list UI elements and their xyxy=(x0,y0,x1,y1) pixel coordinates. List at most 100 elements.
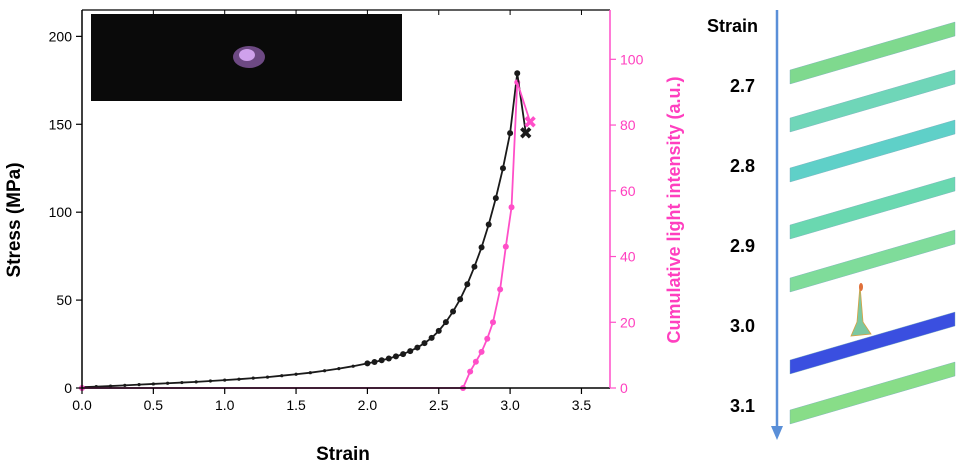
stress-point xyxy=(137,383,141,387)
stress-point xyxy=(378,357,385,364)
stress-failure-drop xyxy=(516,73,527,134)
light-intensity-point xyxy=(484,335,491,342)
x-tick-label: 1.0 xyxy=(215,397,235,413)
stress-point xyxy=(223,378,227,382)
side-panel-strain-label: 2.8 xyxy=(730,156,755,176)
inset-glow-core xyxy=(239,49,255,61)
side-panel-strain-label: 2.7 xyxy=(730,76,755,96)
y2-tick-label: 20 xyxy=(620,314,636,330)
x-tick-label: 0.0 xyxy=(72,397,92,413)
y2-tick-label: 0 xyxy=(620,380,628,396)
stress-point xyxy=(407,348,414,355)
profile-strip xyxy=(789,311,956,375)
stress-point xyxy=(123,383,127,387)
stress-point xyxy=(251,376,255,380)
stress-point xyxy=(392,353,399,360)
y-tick-label: 50 xyxy=(56,292,72,308)
light-intensity-point xyxy=(508,204,515,211)
axes-group: 0.0 0.5 1.0 1.5 2.0 2.5 3.0 3.5 0 50 100 150 200 0 20 4… xyxy=(49,9,644,413)
light-intensity-point xyxy=(472,358,479,365)
light-intensity-point xyxy=(502,243,509,250)
y-axis-title: Stress (MPa) xyxy=(4,162,25,277)
x-tick-label: 2.5 xyxy=(429,397,449,413)
stress-point xyxy=(351,364,355,368)
profile-strip xyxy=(789,119,956,183)
strain-profile-panel: Strain 2.7 2.8 2.9 3.0 3.1 xyxy=(707,10,956,440)
stress-point xyxy=(337,367,341,371)
side-panel-labels: 2.7 2.8 2.9 3.0 3.1 xyxy=(730,76,755,416)
stress-point xyxy=(294,372,298,376)
x-tick-label: 0.5 xyxy=(144,397,164,413)
y2-tick-label: 60 xyxy=(620,183,636,199)
stress-point xyxy=(385,355,392,362)
x-tick-label: 3.0 xyxy=(500,397,520,413)
profile-strip xyxy=(789,361,956,425)
y-tick-label: 150 xyxy=(49,116,73,132)
stress-point xyxy=(180,380,184,385)
light-intensity-line xyxy=(82,82,519,389)
light-failure-drop xyxy=(516,82,531,123)
side-panel-strain-label: 2.9 xyxy=(730,236,755,256)
y-tick-label: 0 xyxy=(64,380,72,396)
side-panel-strain-label: 3.0 xyxy=(730,316,755,336)
light-intensity-point xyxy=(497,286,504,293)
plot-area: ✖✖ xyxy=(79,70,537,391)
y2-tick-label: 40 xyxy=(620,249,636,265)
stress-point xyxy=(442,319,449,326)
stress-point xyxy=(280,374,284,378)
side-panel-header: Strain xyxy=(707,16,758,36)
strain-arrow-head xyxy=(771,426,783,440)
inset-photo xyxy=(91,14,402,101)
stress-point xyxy=(478,244,485,251)
stress-line xyxy=(81,73,519,389)
x-tick-label: 1.5 xyxy=(286,397,306,413)
y2-tick-label: 80 xyxy=(620,117,636,133)
stress-point xyxy=(450,308,457,315)
stress-point xyxy=(322,369,327,373)
x-tick-label: 3.5 xyxy=(572,397,592,413)
stress-point xyxy=(457,296,464,303)
stress-failure-marker: ✖ xyxy=(519,124,533,143)
light-failure-marker: ✖ xyxy=(523,113,537,132)
stress-point xyxy=(400,351,407,358)
stress-point xyxy=(471,263,478,270)
stress-point xyxy=(464,281,471,288)
stress-point xyxy=(499,165,506,172)
stress-point xyxy=(265,375,270,379)
profile-strip xyxy=(789,229,956,293)
profile-strip xyxy=(789,69,956,133)
stress-point xyxy=(208,379,213,383)
stress-point xyxy=(414,344,421,351)
stress-point xyxy=(194,380,198,384)
stress-point xyxy=(308,371,312,375)
side-panel-strain-label: 3.1 xyxy=(730,396,755,416)
x-axis-title: Strain xyxy=(316,444,370,465)
profile-strip xyxy=(789,176,956,240)
stress-point xyxy=(485,221,492,228)
stress-point xyxy=(364,360,371,367)
stress-point xyxy=(151,382,155,386)
stress-point xyxy=(108,384,113,388)
x-tick-label: 2.0 xyxy=(358,397,378,413)
side-panel-strips xyxy=(789,21,956,425)
stress-point xyxy=(371,358,378,365)
stress-point xyxy=(435,327,442,334)
profile-strip-peak-top xyxy=(859,283,863,291)
stress-point xyxy=(166,381,170,385)
y2-axis-title: Cumulative light intensity (a.u.) xyxy=(664,76,684,343)
profile-strip xyxy=(789,21,956,85)
stress-point xyxy=(237,377,241,381)
light-intensity-point xyxy=(489,319,496,326)
y-tick-label: 200 xyxy=(49,28,73,44)
light-intensity-point xyxy=(478,348,485,355)
profile-strip-peak xyxy=(850,284,872,337)
stress-point xyxy=(507,130,514,137)
stress-point xyxy=(492,195,499,202)
y2-tick-label: 100 xyxy=(620,51,644,67)
stress-point xyxy=(428,334,435,341)
stress-point xyxy=(421,340,428,347)
y-tick-label: 100 xyxy=(49,204,73,220)
light-intensity-point xyxy=(467,368,474,375)
